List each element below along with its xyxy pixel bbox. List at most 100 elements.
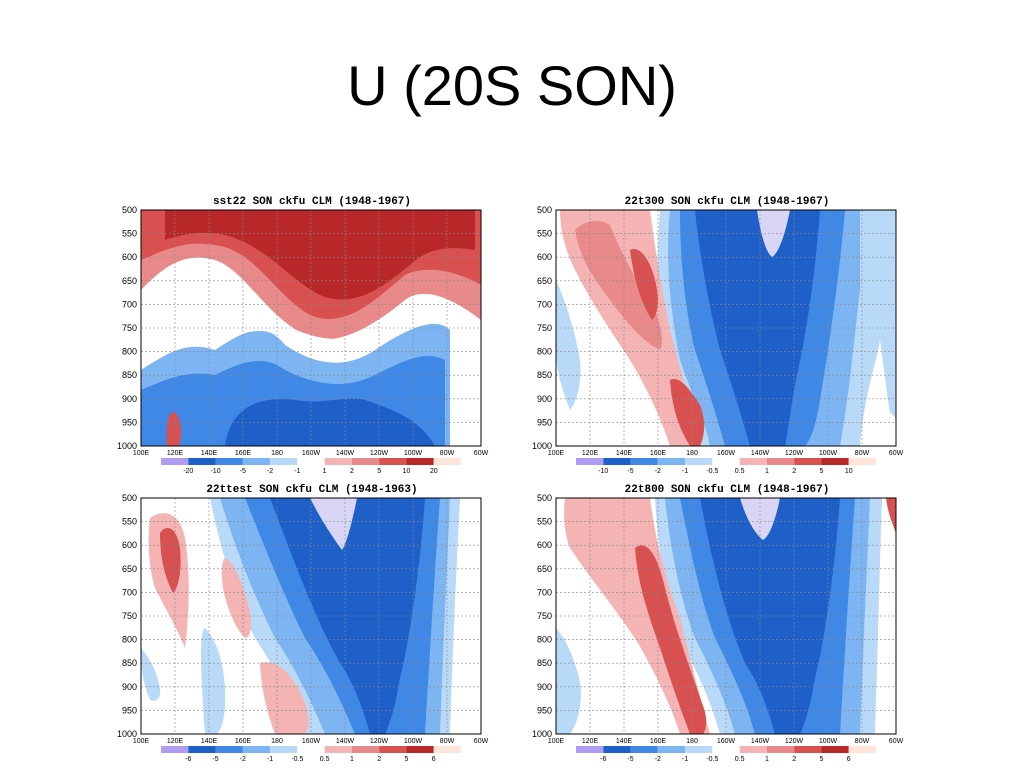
grid-lines <box>141 498 481 734</box>
colorbar-swatch <box>630 746 658 753</box>
colorbar-swatch <box>188 458 216 465</box>
y-tick-label: 550 <box>537 229 552 239</box>
y-tick-label: 750 <box>122 611 137 621</box>
y-tick-label: 650 <box>537 276 552 286</box>
y-tick-label: 900 <box>537 394 552 404</box>
y-tick-label: 800 <box>122 635 137 645</box>
colorbar-label: -1 <box>682 756 688 763</box>
y-tick-label: 500 <box>122 205 137 215</box>
x-tick-label: 140E <box>616 738 633 745</box>
y-tick-label: 700 <box>122 299 137 309</box>
fill-red-rightedge <box>886 498 896 533</box>
colorbar-label: 0.5 <box>320 756 330 763</box>
colorbar-swatch <box>379 746 407 753</box>
colorbar-swatch <box>603 458 631 465</box>
colorbar-swatch <box>603 746 631 753</box>
colorbar-label: -6 <box>600 756 606 763</box>
colorbar-label: -2 <box>240 756 246 763</box>
x-tick-label: 100W <box>404 450 423 457</box>
x-tick-label: 120E <box>582 450 599 457</box>
colorbar-swatch <box>794 458 822 465</box>
colorbar-label: 2 <box>377 756 381 763</box>
colorbar-label: 1 <box>765 756 769 763</box>
x-tick-label: 140W <box>336 738 355 745</box>
colorbar-label: -5 <box>627 468 633 475</box>
colorbar-swatch <box>406 746 434 753</box>
y-tick-labels: 500 550 600 650 700 750 800 850 900 950 1000 <box>117 205 137 451</box>
colorbar-label: 5 <box>820 468 824 475</box>
y-tick-label: 1000 <box>117 729 137 739</box>
x-tick-label: 180 <box>686 738 698 745</box>
colorbar-label: -2 <box>655 468 661 475</box>
fill-red-mid <box>670 379 705 446</box>
colorbar-label: 6 <box>432 756 436 763</box>
colorbar-swatch <box>821 746 849 753</box>
colorbar-swatch <box>576 746 604 753</box>
colorbar-label: -10 <box>598 468 608 475</box>
colorbar: -20 -10 -5 -2 -1 1 2 5 10 20 <box>161 458 461 475</box>
y-tick-label: 1000 <box>117 441 137 451</box>
grid-lines <box>556 498 896 734</box>
x-tick-label: 180 <box>271 450 283 457</box>
y-tick-label: 900 <box>122 394 137 404</box>
chart-title: 22ttest SON ckfu CLM (1948-1963) <box>206 484 417 496</box>
colorbar-label: 0.5 <box>735 468 745 475</box>
y-tick-label: 550 <box>122 229 137 239</box>
colorbar-label: -6 <box>185 756 191 763</box>
chart-title: 22t800 SON ckfu CLM (1948-1967) <box>625 484 830 496</box>
chart-panel-22ttest: 22ttest SON ckfu CLM (1948-1963) 500 550 6… <box>117 484 489 763</box>
colorbar-label: -2 <box>655 756 661 763</box>
y-tick-label: 800 <box>122 347 137 357</box>
colorbar-swatch <box>270 746 298 753</box>
y-tick-label: 850 <box>537 658 552 668</box>
x-tick-label: 140E <box>201 450 218 457</box>
colorbar-swatch <box>685 458 713 465</box>
colorbar-swatch <box>433 746 461 753</box>
y-tick-label: 850 <box>122 658 137 668</box>
x-tick-label: 60W <box>889 450 904 457</box>
colorbar-swatch <box>630 458 658 465</box>
plot-frame <box>140 209 482 447</box>
y-tick-label: 600 <box>537 252 552 262</box>
chart-panel-22t800: 22t800 SON ckfu CLM (1948-1967) 50055060… <box>532 484 904 763</box>
x-tick-label: 160W <box>717 738 736 745</box>
grid-lines <box>556 210 896 446</box>
colorbar-swatch <box>351 458 380 465</box>
colorbar-label: -5 <box>627 756 633 763</box>
x-tick-labels: 100E 120E 140E 160E 180 160W 140W 120W 100W 80W 60… <box>133 738 489 745</box>
colorbar-label: 1 <box>350 756 354 763</box>
x-tick-labels: 100E 120E 140E 160E 180 160W 140W 120W 100W 80W 60… <box>548 450 904 457</box>
chart-panel-sst22: sst22 SON ckfu CLM (1948-1967) 500 550 600… <box>117 196 489 475</box>
y-tick-label: 650 <box>537 564 552 574</box>
y-tick-label: 1000 <box>532 729 552 739</box>
colorbar: -6 -5 -2 -1 -0.5 0.5 1 2 5 6 <box>161 746 461 763</box>
colorbar-label: 0.5 <box>735 756 745 763</box>
chart-title: sst22 SON ckfu CLM (1948-1967) <box>213 196 411 208</box>
x-tick-label: 120W <box>370 450 389 457</box>
colorbar-label: 20 <box>430 468 438 475</box>
slide-title: U (20S SON) <box>347 54 677 117</box>
x-tick-label: 120E <box>167 738 184 745</box>
plot-frame <box>555 497 897 735</box>
fill-verylightblue-lowermid <box>201 628 226 734</box>
colorbar-swatch <box>712 746 740 753</box>
colorbar-swatch <box>242 458 271 465</box>
colorbar-swatch <box>576 458 604 465</box>
colorbar-label: 1 <box>765 468 769 475</box>
x-tick-label: 160W <box>302 450 321 457</box>
y-tick-label: 1000 <box>532 441 552 451</box>
y-tick-label: 950 <box>122 417 137 427</box>
y-tick-label: 950 <box>537 705 552 715</box>
colorbar-swatch <box>766 746 795 753</box>
colorbar-label: -1 <box>267 756 273 763</box>
colorbar: -10 -5 -2 -1 -0.5 0.5 1 2 5 10 <box>576 458 876 475</box>
colorbar-label: 10 <box>403 468 411 475</box>
fill-verylightred-mid <box>221 558 252 638</box>
fill-red-left-tongue <box>166 411 181 446</box>
colorbar-swatch <box>433 458 461 465</box>
y-tick-label: 650 <box>122 564 137 574</box>
y-tick-label: 600 <box>537 540 552 550</box>
colorbar-swatch <box>739 746 767 753</box>
fill-white-band <box>141 308 450 355</box>
x-tick-label: 80W <box>855 450 870 457</box>
